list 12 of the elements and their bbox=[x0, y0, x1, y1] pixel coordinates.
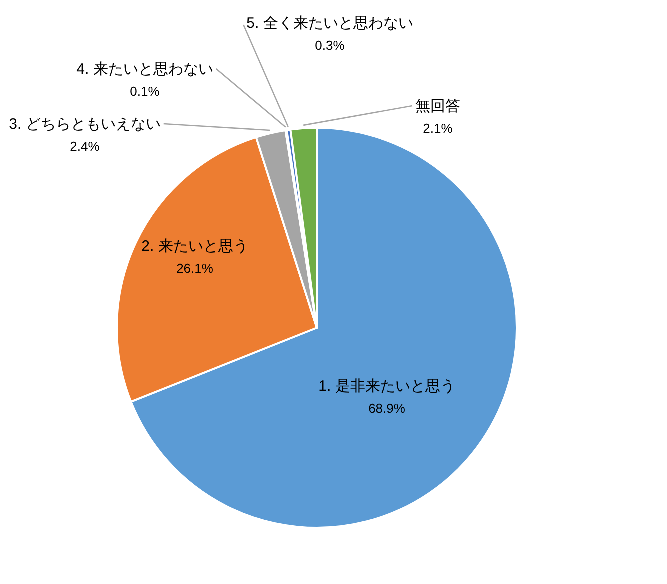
slice-label: 2. 来たいと思う bbox=[142, 238, 248, 255]
data-label: 2.1% bbox=[423, 121, 454, 136]
slice-label: 3. どちらともいえない bbox=[9, 116, 161, 133]
slice-label: 4. 来たいと思わない bbox=[76, 61, 214, 78]
data-label: 26.1% bbox=[176, 261, 214, 276]
slice-label: 5. 全く来たいと思わない bbox=[246, 15, 414, 32]
data-label: 0.1% bbox=[130, 84, 160, 99]
slice-label: 1. 是非来たいと思う bbox=[318, 378, 456, 395]
data-label: 0.3% bbox=[315, 38, 346, 53]
data-label: 2.4% bbox=[70, 139, 100, 154]
slice-label: 無回答 bbox=[416, 98, 460, 115]
data-label: 68.9% bbox=[368, 401, 406, 416]
